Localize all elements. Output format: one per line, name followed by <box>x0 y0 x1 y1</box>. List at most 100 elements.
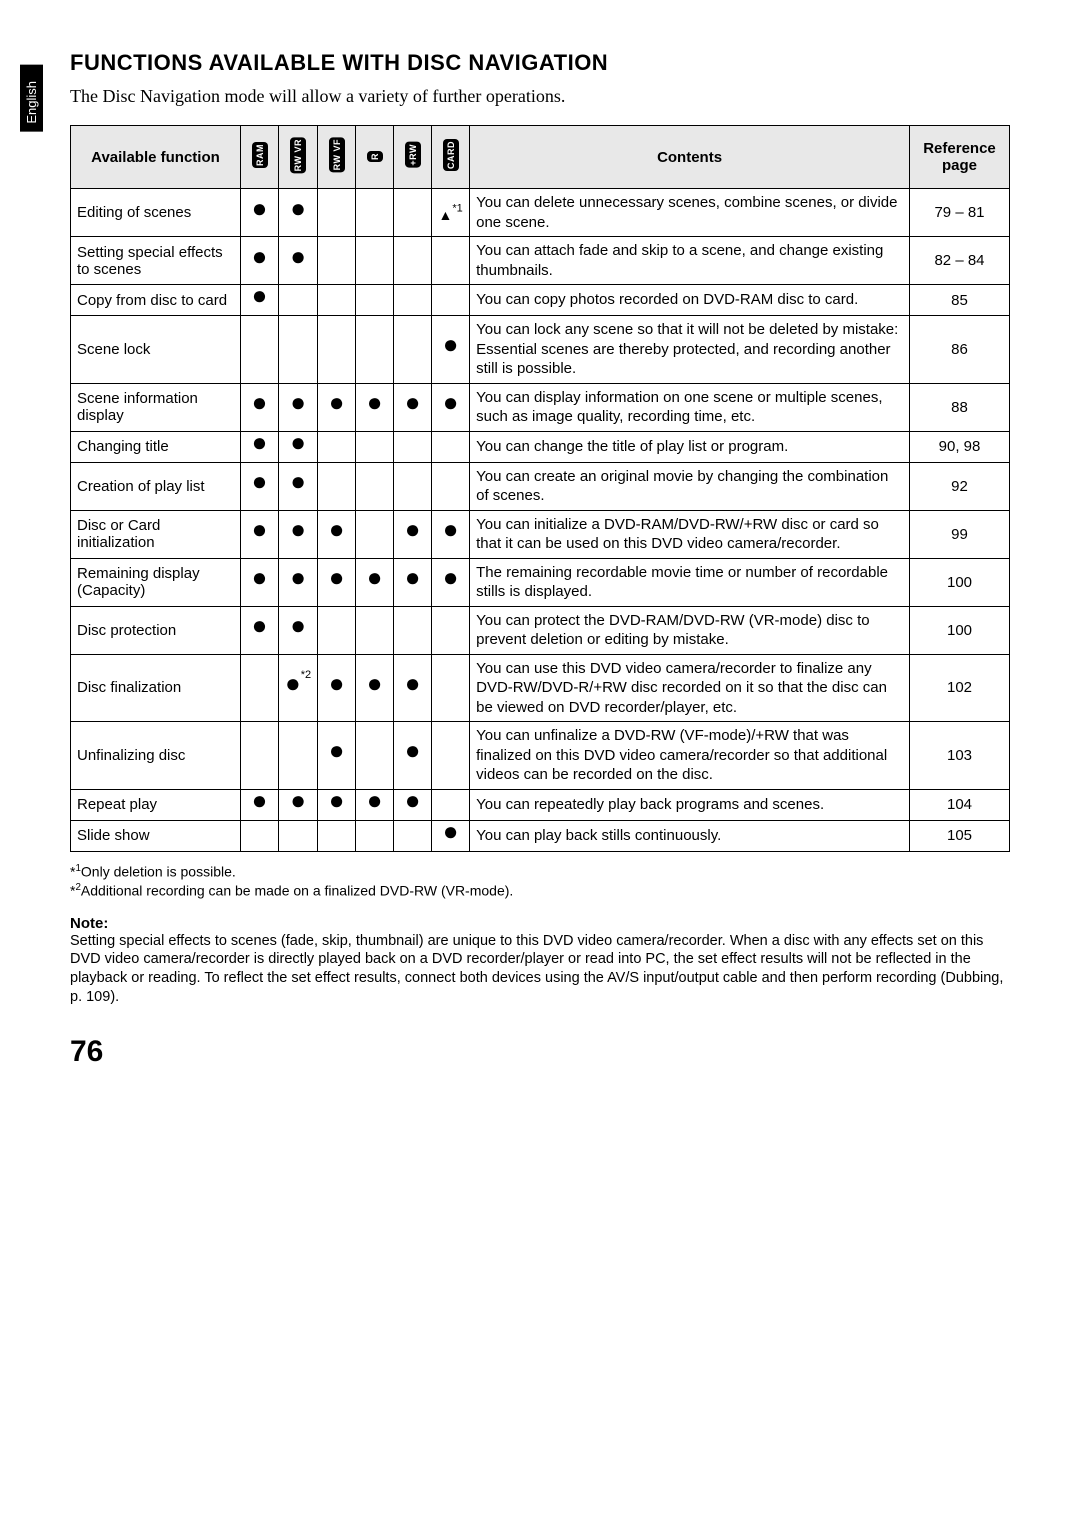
cell-function: Slide show <box>71 820 241 851</box>
cell-contents: You can lock any scene so that it will n… <box>470 316 910 384</box>
cell-mark <box>241 654 279 722</box>
cell-mark <box>356 510 394 558</box>
cell-function: Unfinalizing disc <box>71 722 241 790</box>
cell-mark: ● <box>432 820 470 851</box>
cell-mark: ● <box>279 510 318 558</box>
cell-mark <box>241 722 279 790</box>
cell-mark: ● <box>394 654 432 722</box>
cell-function: Editing of scenes <box>71 189 241 237</box>
intro-text: The Disc Navigation mode will allow a va… <box>70 86 1010 107</box>
cell-contents: The remaining recordable movie time or n… <box>470 558 910 606</box>
cell-mark <box>279 285 318 316</box>
cell-mark <box>356 285 394 316</box>
cell-function: Changing title <box>71 431 241 462</box>
cell-mark: ● <box>318 722 356 790</box>
cell-mark <box>356 820 394 851</box>
cell-mark: ● <box>318 383 356 431</box>
header-disc-1: RW VR <box>279 126 318 189</box>
cell-reference: 88 <box>910 383 1010 431</box>
cell-reference: 102 <box>910 654 1010 722</box>
header-disc-5: CARD <box>432 126 470 189</box>
cell-reference: 103 <box>910 722 1010 790</box>
cell-mark <box>356 606 394 654</box>
section-title: FUNCTIONS AVAILABLE WITH DISC NAVIGATION <box>70 50 1010 76</box>
cell-mark: ● <box>394 789 432 820</box>
cell-reference: 100 <box>910 606 1010 654</box>
cell-mark: ● <box>318 789 356 820</box>
cell-contents: You can protect the DVD-RAM/DVD-RW (VR-m… <box>470 606 910 654</box>
cell-mark: ● <box>241 558 279 606</box>
cell-mark: ● <box>241 237 279 285</box>
table-row: Disc protection●●You can protect the DVD… <box>71 606 1010 654</box>
table-row: Slide show●You can play back stills cont… <box>71 820 1010 851</box>
cell-mark <box>394 189 432 237</box>
cell-mark <box>241 316 279 384</box>
cell-mark: ● <box>394 722 432 790</box>
header-reference: Reference page <box>910 126 1010 189</box>
cell-mark: ● <box>432 316 470 384</box>
cell-mark <box>432 654 470 722</box>
cell-mark: ● <box>356 383 394 431</box>
cell-mark: ● <box>356 558 394 606</box>
cell-mark: ● <box>394 510 432 558</box>
cell-reference: 100 <box>910 558 1010 606</box>
cell-function: Setting special effects to scenes <box>71 237 241 285</box>
table-row: Creation of play list●●You can create an… <box>71 462 1010 510</box>
cell-mark: ● <box>241 789 279 820</box>
cell-mark: ● <box>241 431 279 462</box>
cell-mark: ● <box>279 383 318 431</box>
cell-mark <box>394 285 432 316</box>
cell-reference: 99 <box>910 510 1010 558</box>
cell-function: Scene information display <box>71 383 241 431</box>
table-row: Setting special effects to scenes●●You c… <box>71 237 1010 285</box>
cell-contents: You can attach fade and skip to a scene,… <box>470 237 910 285</box>
cell-mark <box>241 820 279 851</box>
cell-mark <box>394 237 432 285</box>
cell-mark: ● <box>356 654 394 722</box>
table-row: Unfinalizing disc ● ● You can unfinalize a … <box>71 722 1010 790</box>
header-disc-3: R <box>356 126 394 189</box>
header-disc-2: RW VF <box>318 126 356 189</box>
cell-mark <box>318 316 356 384</box>
cell-mark <box>432 431 470 462</box>
cell-mark: ● <box>432 558 470 606</box>
cell-mark <box>356 722 394 790</box>
cell-mark <box>432 722 470 790</box>
cell-function: Remaining display (Capacity) <box>71 558 241 606</box>
cell-mark <box>318 285 356 316</box>
cell-mark <box>432 462 470 510</box>
header-function: Available function <box>71 126 241 189</box>
cell-mark: ▲*1 <box>432 189 470 237</box>
cell-mark: ● <box>241 606 279 654</box>
cell-mark <box>432 606 470 654</box>
cell-mark <box>318 462 356 510</box>
cell-reference: 85 <box>910 285 1010 316</box>
table-row: Scene information display●●●●●●You can d… <box>71 383 1010 431</box>
note-body: Setting special effects to scenes (fade,… <box>70 932 1010 1007</box>
cell-mark <box>279 722 318 790</box>
cell-function: Scene lock <box>71 316 241 384</box>
cell-mark: ● <box>241 383 279 431</box>
cell-mark <box>356 189 394 237</box>
language-tab: English <box>20 65 43 132</box>
cell-contents: You can use this DVD video camera/record… <box>470 654 910 722</box>
cell-function: Disc finalization <box>71 654 241 722</box>
cell-function: Creation of play list <box>71 462 241 510</box>
table-row: Scene lock ●You can lock any scene so tha… <box>71 316 1010 384</box>
cell-mark: ● <box>432 383 470 431</box>
cell-function: Disc or Card initialization <box>71 510 241 558</box>
cell-contents: You can unfinalize a DVD-RW (VF-mode)/+R… <box>470 722 910 790</box>
table-row: Disc finalization●*2●●●You can use this … <box>71 654 1010 722</box>
cell-mark: ● <box>318 510 356 558</box>
cell-function: Copy from disc to card <box>71 285 241 316</box>
table-header-row: Available function RAM RW VR RW VF R +RW… <box>71 126 1010 189</box>
cell-mark: ● <box>241 510 279 558</box>
footnote-line: *2Additional recording can be made on a … <box>70 881 1010 901</box>
header-disc-0: RAM <box>241 126 279 189</box>
cell-contents: You can change the title of play list or… <box>470 431 910 462</box>
cell-mark: ●*2 <box>279 654 318 722</box>
cell-mark <box>394 820 432 851</box>
cell-mark <box>318 189 356 237</box>
cell-reference: 82 – 84 <box>910 237 1010 285</box>
table-row: Changing title●●You can change the title… <box>71 431 1010 462</box>
